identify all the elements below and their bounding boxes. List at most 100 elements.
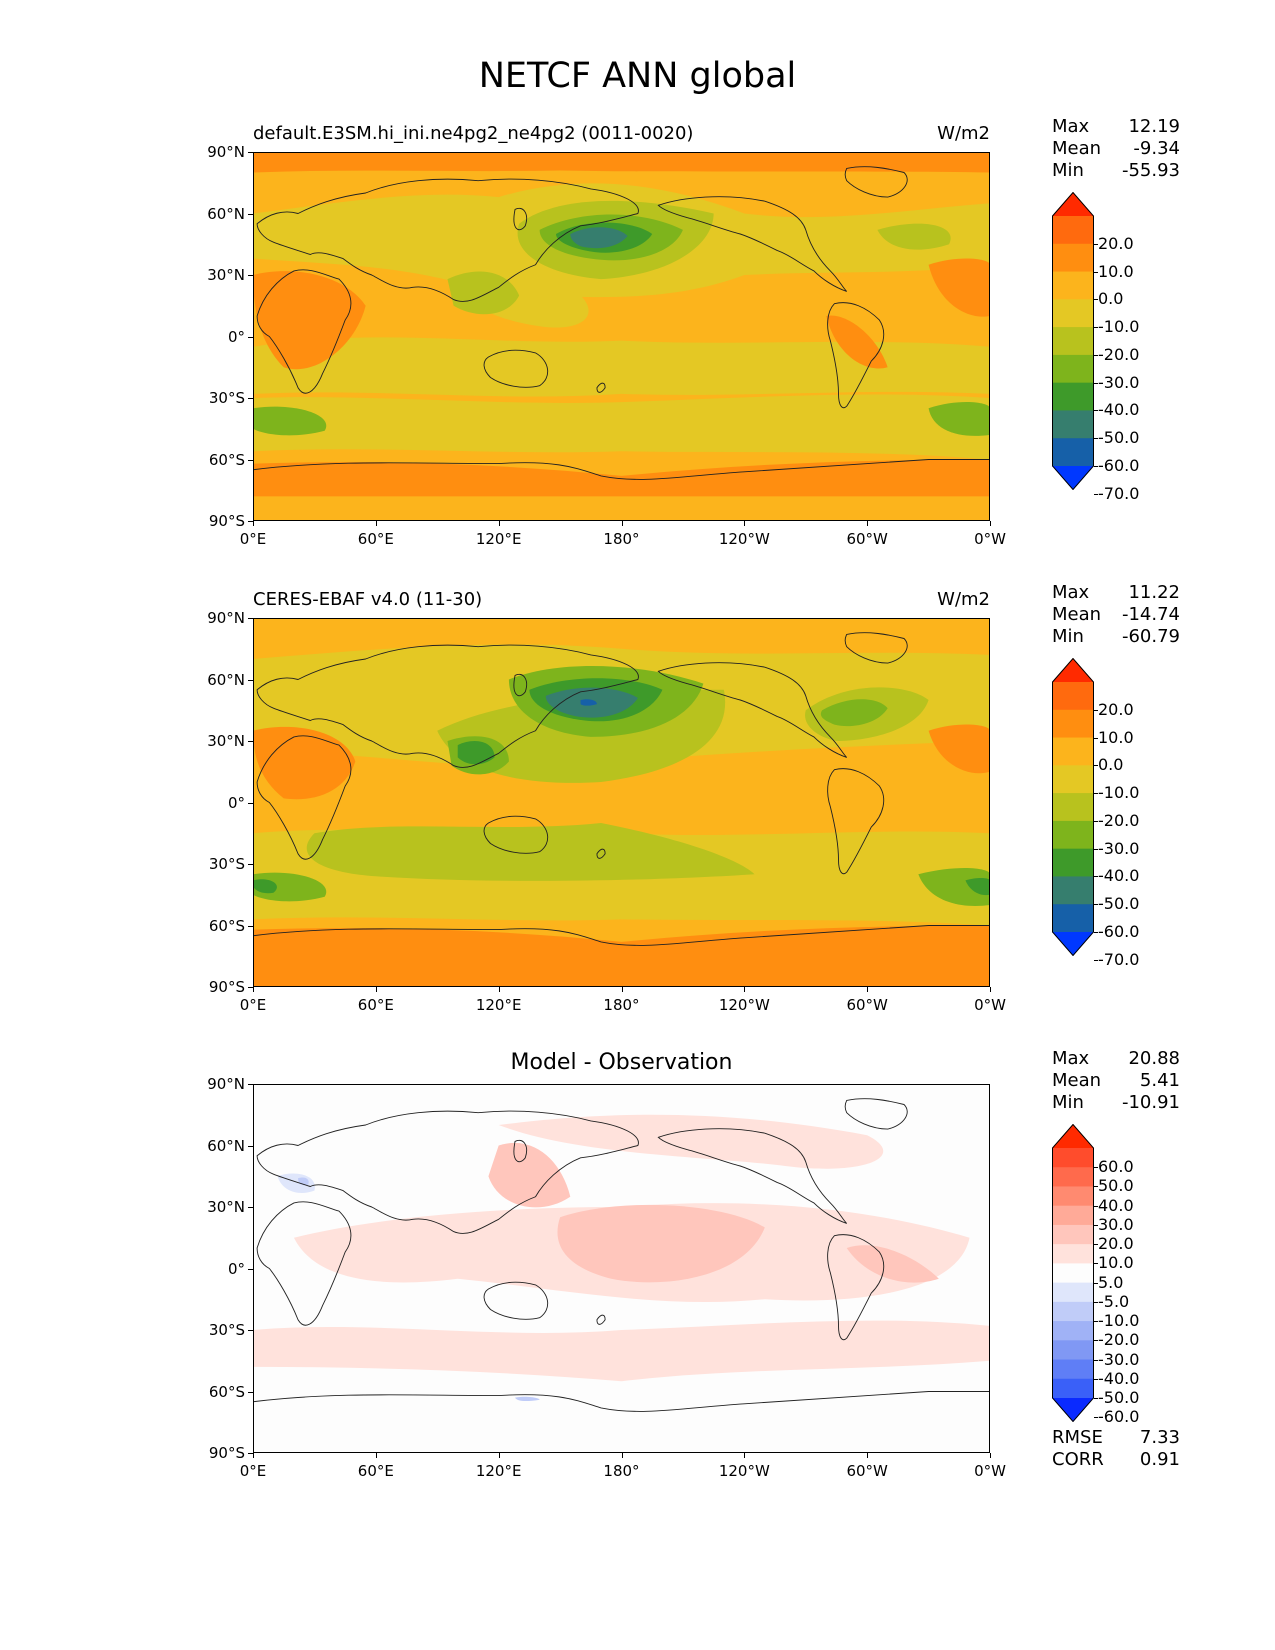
field-antarctic-blue <box>515 1396 540 1402</box>
lon-tick-mark <box>990 987 991 992</box>
colorbar-segment <box>1052 1224 1094 1245</box>
stat-mean: -14.74 <box>1121 604 1180 625</box>
lon-tick-label: 120°E <box>475 996 522 1014</box>
colorbar-label: -20.0 <box>1098 1330 1140 1350</box>
field-sh-green <box>306 823 755 881</box>
map-obs <box>253 618 990 987</box>
field-so-atl-green <box>253 406 327 436</box>
colorbar-tick <box>1094 1417 1098 1419</box>
colorbar-label: 20.0 <box>1098 699 1134 719</box>
coastline-segment <box>256 269 352 394</box>
lon-tick-label: 0°W <box>974 996 1006 1014</box>
colorbar-segment <box>1052 820 1094 850</box>
colorbar-label: -60.0 <box>1098 456 1140 475</box>
lat-tick-label: 60°S <box>208 1382 245 1401</box>
panel-units: W/m2 <box>937 123 990 144</box>
lon-tick-mark <box>498 987 500 992</box>
colorbar-segment <box>1052 1359 1094 1380</box>
colorbar-label: 0.0 <box>1098 289 1124 309</box>
field-arctic-band <box>253 618 990 635</box>
lat-tick-mark <box>248 1145 253 1147</box>
colorbar-tick <box>1094 1263 1098 1265</box>
field-samerica-pink <box>846 1245 939 1283</box>
colorbar-tick <box>1094 1186 1098 1188</box>
rmse-value: 7.33 <box>1139 1427 1180 1448</box>
field-eastasia-l3 <box>457 741 495 765</box>
panel-title: CERES-EBAF v4.0 (11-30) <box>253 589 483 610</box>
field-southern-ocean-band <box>253 394 990 460</box>
stats-diff: Max 20.88 Mean 5.41 Min -10.91 <box>1052 1048 1180 1114</box>
lat-tick-label: 90°S <box>208 512 245 530</box>
lat-tick-mark <box>248 398 253 399</box>
coastline-segment <box>657 1128 848 1224</box>
colorbar-tick <box>1094 1224 1098 1226</box>
stat-min-label: Min <box>1052 1092 1084 1113</box>
colorbar <box>1052 1124 1094 1422</box>
field-npac-min <box>570 227 628 249</box>
stat-max: 11.22 <box>1128 582 1180 603</box>
colorbar-tick <box>1094 765 1098 767</box>
colorbar-segment <box>1052 793 1094 822</box>
colorbar-segment <box>1052 1263 1094 1284</box>
field-antarctic-band <box>253 459 990 497</box>
map-frame <box>253 152 990 521</box>
colorbar-tick <box>1094 1205 1098 1207</box>
coastline-segment <box>483 815 549 854</box>
colorbar-segment <box>1052 243 1094 273</box>
coastline-segment <box>483 349 549 388</box>
colorbar-segment <box>1052 848 1094 877</box>
lat-tick-label: 0° <box>227 793 245 812</box>
field-natl-l2 <box>820 699 888 727</box>
coastlines <box>253 166 990 480</box>
field-sh-subtropics <box>253 337 990 397</box>
coastlines <box>253 1098 990 1412</box>
lat-tick-mark <box>248 1207 253 1208</box>
colorbar-label: 0.0 <box>1098 755 1124 775</box>
field-so-atl-dark <box>253 879 277 894</box>
colorbar-extend-min <box>1052 932 1094 956</box>
colorbar-tick <box>1094 382 1098 384</box>
lon-tick-label: 60°E <box>357 996 394 1014</box>
colorbar-extend-max <box>1052 1124 1094 1148</box>
lon-tick-mark <box>375 987 377 992</box>
colorbar-label: -70.0 <box>1098 483 1140 503</box>
lat-tick-label: 90°N <box>207 143 245 161</box>
lon-tick-label: 60°W <box>846 996 888 1014</box>
colorbar-segment <box>1052 1378 1094 1399</box>
lat-tick-label: 90°S <box>208 1444 245 1462</box>
colorbar-tick <box>1094 1378 1098 1380</box>
lat-tick-mark <box>248 1453 253 1454</box>
map-obs-svg <box>253 618 990 987</box>
lon-tick-label: 0°W <box>974 1462 1006 1480</box>
colorbar-segment <box>1052 1148 1094 1168</box>
lat-tick-mark <box>248 1330 253 1331</box>
colorbar-label: -10.0 <box>1098 317 1140 337</box>
lon-tick-label: 0°E <box>239 1462 267 1480</box>
colorbar-tick <box>1094 1167 1098 1169</box>
lat-tick-label: 60°S <box>208 916 245 935</box>
colorbar-tick <box>1094 1244 1098 1246</box>
lat-tick-mark <box>248 987 253 988</box>
lon-tick-label: 120°W <box>718 530 770 548</box>
colorbar-tick <box>1094 959 1098 961</box>
coastline-segment <box>596 848 606 859</box>
lon-tick-mark <box>498 1453 500 1458</box>
colorbar-tick <box>1094 466 1098 467</box>
colorbar-segment <box>1052 216 1094 245</box>
field-atlantic-orange <box>928 258 990 317</box>
lon-tick-label: 60°E <box>357 530 394 548</box>
colorbar-segment <box>1052 1205 1094 1226</box>
stats-obs: Max 11.22 Mean -14.74 Min -60.79 <box>1052 582 1180 648</box>
colorbar-extend-max <box>1052 192 1094 216</box>
colorbar-tick <box>1094 1359 1098 1361</box>
lat-tick-label: 30°S <box>208 1321 245 1339</box>
field-samerica-orange <box>826 315 888 369</box>
colorbar-label: -70.0 <box>1098 949 1140 969</box>
colorbar-tick <box>1094 793 1098 795</box>
colorbar <box>1052 192 1094 490</box>
lon-tick-mark <box>744 521 746 526</box>
lat-tick-label: 60°S <box>208 450 245 469</box>
lon-tick-label: 0°W <box>974 530 1006 548</box>
figure-title: NETCF ANN global <box>478 56 797 96</box>
lat-tick-label: 30°S <box>208 855 245 873</box>
